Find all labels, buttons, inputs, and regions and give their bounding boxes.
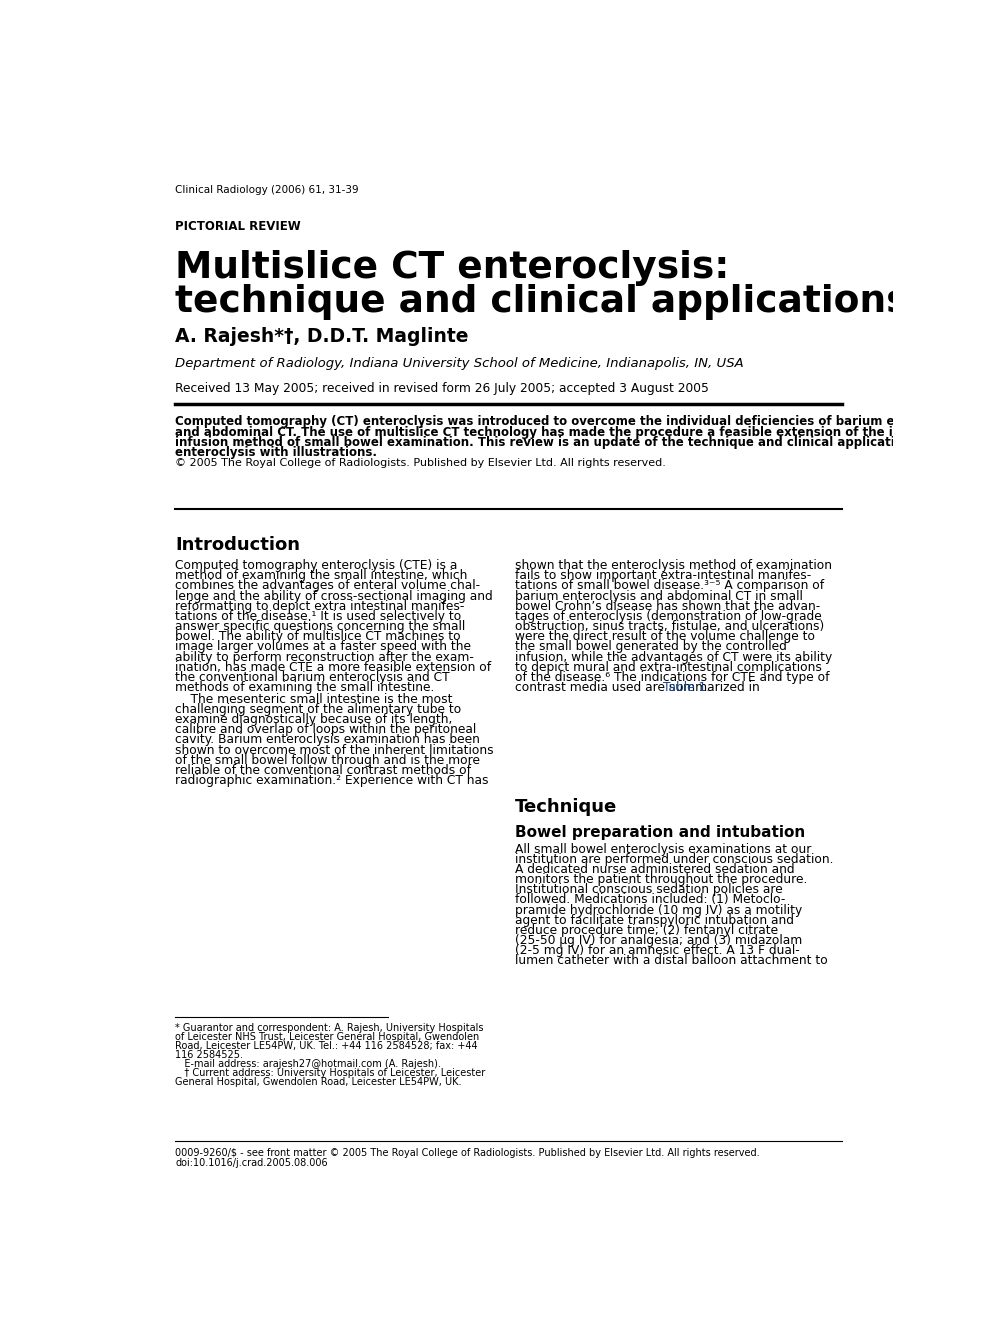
- Text: the conventional barium enteroclysis and CT: the conventional barium enteroclysis and…: [176, 671, 449, 684]
- Text: tations of the disease.¹ It is used selectively to: tations of the disease.¹ It is used sele…: [176, 610, 461, 623]
- Text: † Current address: University Hospitals of Leicester, Leicester: † Current address: University Hospitals …: [176, 1068, 485, 1078]
- Text: 116 2584525.: 116 2584525.: [176, 1050, 243, 1060]
- Text: fails to show important extra-intestinal manifes-: fails to show important extra-intestinal…: [515, 569, 810, 582]
- Text: infusion method of small bowel examination. This review is an update of the tech: infusion method of small bowel examinati…: [176, 437, 949, 448]
- Text: A dedicated nurse administered sedation and: A dedicated nurse administered sedation …: [515, 863, 795, 876]
- Text: agent to facilitate transpyloric intubation and: agent to facilitate transpyloric intubat…: [515, 914, 794, 926]
- Text: infusion, while the advantages of CT were its ability: infusion, while the advantages of CT wer…: [515, 651, 832, 664]
- Text: Technique: Technique: [515, 798, 617, 816]
- Text: A. Rajesh*†, D.D.T. Maglinte: A. Rajesh*†, D.D.T. Maglinte: [176, 327, 468, 345]
- Text: pramide hydrochloride (10 mg IV) as a motility: pramide hydrochloride (10 mg IV) as a mo…: [515, 904, 802, 917]
- Text: lenge and the ability of cross-sectional imaging and: lenge and the ability of cross-sectional…: [176, 590, 493, 603]
- Text: of Leicester NHS Trust, Leicester General Hospital, Gwendolen: of Leicester NHS Trust, Leicester Genera…: [176, 1032, 479, 1043]
- Text: and abdominal CT. The use of multislice CT technology has made the procedure a f: and abdominal CT. The use of multislice …: [176, 426, 957, 438]
- Text: followed. Medications included: (1) Metoclo-: followed. Medications included: (1) Meto…: [515, 893, 785, 906]
- Text: institution are performed under conscious sedation.: institution are performed under consciou…: [515, 853, 833, 865]
- Text: Received 13 May 2005; received in revised form 26 July 2005; accepted 3 August 2: Received 13 May 2005; received in revise…: [176, 382, 709, 396]
- Text: calibre and overlap of loops within the peritoneal: calibre and overlap of loops within the …: [176, 724, 476, 737]
- Text: were the direct result of the volume challenge to: were the direct result of the volume cha…: [515, 630, 814, 643]
- Text: Institutional conscious sedation policies are: Institutional conscious sedation policie…: [515, 884, 783, 896]
- Text: of the small bowel follow through and is the more: of the small bowel follow through and is…: [176, 754, 480, 767]
- Text: Table 1.: Table 1.: [664, 681, 710, 695]
- Text: examine diagnostically because of its length,: examine diagnostically because of its le…: [176, 713, 452, 726]
- Text: monitors the patient throughout the procedure.: monitors the patient throughout the proc…: [515, 873, 806, 886]
- Text: ability to perform reconstruction after the exam-: ability to perform reconstruction after …: [176, 651, 474, 664]
- Text: technique and clinical applications: technique and clinical applications: [176, 284, 909, 320]
- Text: Department of Radiology, Indiana University School of Medicine, Indianapolis, IN: Department of Radiology, Indiana Univers…: [176, 357, 744, 370]
- Text: tages of enteroclysis (demonstration of low-grade: tages of enteroclysis (demonstration of …: [515, 610, 821, 623]
- Text: bowel. The ability of multislice CT machines to: bowel. The ability of multislice CT mach…: [176, 630, 460, 643]
- Text: cavity. Barium enteroclysis examination has been: cavity. Barium enteroclysis examination …: [176, 733, 480, 746]
- Text: Computed tomography (CT) enteroclysis was introduced to overcome the individual : Computed tomography (CT) enteroclysis wa…: [176, 415, 967, 429]
- Text: Road, Leicester LE54PW, UK. Tel.: +44 116 2584528; fax: +44: Road, Leicester LE54PW, UK. Tel.: +44 11…: [176, 1041, 478, 1052]
- Text: radiographic examination.² Experience with CT has: radiographic examination.² Experience wi…: [176, 774, 489, 787]
- Text: shown to overcome most of the inherent limitations: shown to overcome most of the inherent l…: [176, 744, 494, 757]
- Text: the small bowel generated by the controlled: the small bowel generated by the control…: [515, 640, 787, 654]
- Text: Clinical Radiology (2006) 61, 31-39: Clinical Radiology (2006) 61, 31-39: [176, 185, 359, 194]
- Text: combines the advantages of enteral volume chal-: combines the advantages of enteral volum…: [176, 579, 480, 593]
- Text: doi:10.1016/j.crad.2005.08.006: doi:10.1016/j.crad.2005.08.006: [176, 1158, 327, 1168]
- Text: (25-50 µg IV) for analgesia; and (3) midazolam: (25-50 µg IV) for analgesia; and (3) mid…: [515, 934, 802, 947]
- Text: image larger volumes at a faster speed with the: image larger volumes at a faster speed w…: [176, 640, 471, 654]
- Text: bowel Crohn’s disease has shown that the advan-: bowel Crohn’s disease has shown that the…: [515, 599, 819, 613]
- Text: answer specific questions concerning the small: answer specific questions concerning the…: [176, 620, 465, 634]
- Text: The mesenteric small intestine is the most: The mesenteric small intestine is the mo…: [176, 693, 452, 706]
- Text: Computed tomography enteroclysis (CTE) is a: Computed tomography enteroclysis (CTE) i…: [176, 560, 457, 572]
- Text: contrast media used are summarized in: contrast media used are summarized in: [515, 681, 763, 695]
- Text: Introduction: Introduction: [176, 536, 301, 554]
- Text: enteroclysis with illustrations.: enteroclysis with illustrations.: [176, 446, 377, 459]
- Text: tations of small bowel disease.³⁻⁵ A comparison of: tations of small bowel disease.³⁻⁵ A com…: [515, 579, 823, 593]
- Text: shown that the enteroclysis method of examination: shown that the enteroclysis method of ex…: [515, 560, 831, 572]
- Text: General Hospital, Gwendolen Road, Leicester LE54PW, UK.: General Hospital, Gwendolen Road, Leices…: [176, 1077, 461, 1086]
- Text: Bowel preparation and intubation: Bowel preparation and intubation: [515, 824, 805, 840]
- Text: © 2005 The Royal College of Radiologists. Published by Elsevier Ltd. All rights : © 2005 The Royal College of Radiologists…: [176, 458, 666, 468]
- Text: obstruction, sinus tracts, fistulae, and ulcerations): obstruction, sinus tracts, fistulae, and…: [515, 620, 823, 634]
- Text: reformatting to depict extra intestinal manifes-: reformatting to depict extra intestinal …: [176, 599, 464, 613]
- Text: E-mail address: arajesh27@hotmail.com (A. Rajesh).: E-mail address: arajesh27@hotmail.com (A…: [176, 1058, 441, 1069]
- Text: (2-5 mg IV) for an amnesic effect. A 13 F dual-: (2-5 mg IV) for an amnesic effect. A 13 …: [515, 945, 800, 957]
- Text: lumen catheter with a distal balloon attachment to: lumen catheter with a distal balloon att…: [515, 954, 827, 967]
- Text: methods of examining the small intestine.: methods of examining the small intestine…: [176, 681, 434, 695]
- Text: method of examining the small intestine, which: method of examining the small intestine,…: [176, 569, 467, 582]
- Text: reduce procedure time; (2) fentanyl citrate: reduce procedure time; (2) fentanyl citr…: [515, 923, 778, 937]
- Text: PICTORIAL REVIEW: PICTORIAL REVIEW: [176, 221, 301, 233]
- Text: challenging segment of the alimentary tube to: challenging segment of the alimentary tu…: [176, 703, 461, 716]
- Text: of the disease.⁶ The indications for CTE and type of: of the disease.⁶ The indications for CTE…: [515, 671, 829, 684]
- Text: 0009-9260/$ - see front matter © 2005 The Royal College of Radiologists. Publish: 0009-9260/$ - see front matter © 2005 Th…: [176, 1148, 760, 1158]
- Text: reliable of the conventional contrast methods of: reliable of the conventional contrast me…: [176, 763, 471, 777]
- Text: * Guarantor and correspondent: A. Rajesh, University Hospitals: * Guarantor and correspondent: A. Rajesh…: [176, 1024, 484, 1033]
- Text: Multislice CT enteroclysis:: Multislice CT enteroclysis:: [176, 250, 729, 286]
- Text: barium enteroclysis and abdominal CT in small: barium enteroclysis and abdominal CT in …: [515, 590, 803, 603]
- Text: All small bowel enteroclysis examinations at our: All small bowel enteroclysis examination…: [515, 843, 811, 856]
- Text: to depict mural and extra-intestinal complications: to depict mural and extra-intestinal com…: [515, 660, 821, 673]
- Text: ination, has made CTE a more feasible extension of: ination, has made CTE a more feasible ex…: [176, 660, 491, 673]
